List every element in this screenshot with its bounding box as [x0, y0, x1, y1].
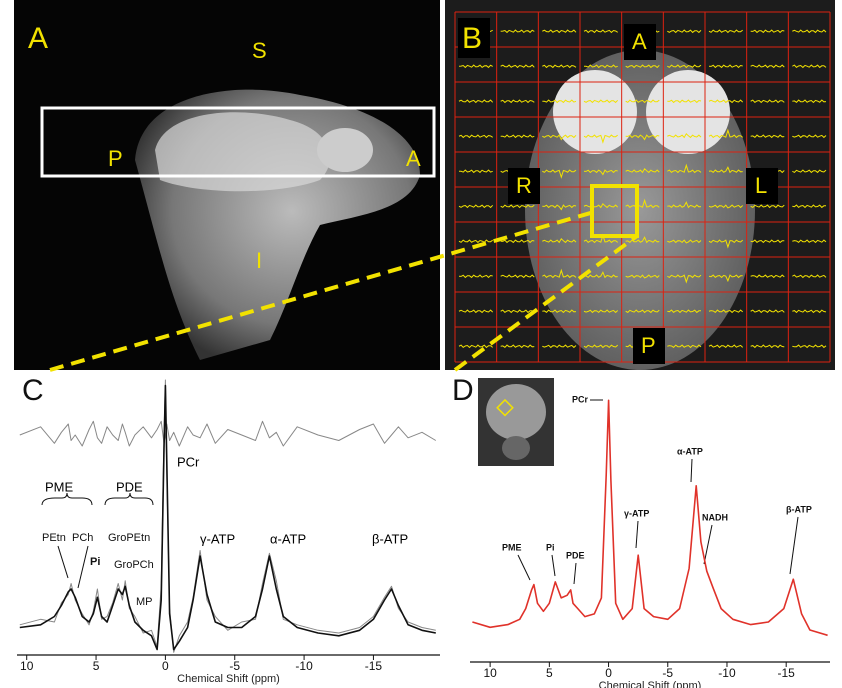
annotation: α-ATP [677, 446, 703, 456]
orientation-label: R [516, 173, 532, 198]
x-tick-label: -10 [295, 659, 313, 673]
arrow [704, 525, 712, 564]
orientation-label: A [632, 29, 647, 54]
x-tick-label: 0 [162, 659, 169, 673]
x-tick-label: -15 [778, 666, 796, 680]
x-tick-label: -5 [662, 666, 673, 680]
annotation: PCr [177, 454, 200, 469]
annotation: γ-ATP [624, 508, 649, 518]
orientation-label: L [755, 173, 767, 198]
annotation: PCh [72, 532, 93, 544]
x-tick-label: -5 [229, 659, 240, 673]
x-tick-label: 10 [20, 659, 34, 673]
figure: A S P A I B A R L P C PME PDE PEtn PCh P… [0, 0, 842, 688]
x-tick-label: 10 [483, 666, 497, 680]
arrow [574, 563, 576, 584]
panel-a: A S P A I [14, 0, 440, 370]
annotation: PCr [572, 394, 589, 404]
pointer [78, 546, 88, 588]
arrow [636, 521, 638, 548]
panel-c-annotations: C PME PDE PEtn PCh Pi GroPEtn GroPCh MP … [22, 374, 408, 608]
annotation: PME [45, 479, 74, 494]
annotation: PDE [566, 550, 585, 560]
panel-label: B [462, 22, 482, 55]
orientation-label: I [256, 248, 262, 273]
spectrum-line [20, 380, 436, 652]
annotation: PEtn [42, 532, 66, 544]
x-tick-label: -15 [365, 659, 383, 673]
x-tick-label: -10 [718, 666, 736, 680]
x-axis-label: Chemical Shift (ppm) [599, 680, 702, 688]
annotation: PME [502, 542, 522, 552]
spectrum-line [20, 386, 436, 650]
orientation-label: A [406, 146, 421, 171]
annotation: MP [136, 596, 153, 608]
arrow [552, 555, 555, 576]
x-axis-label: Chemical Shift (ppm) [177, 673, 280, 685]
panel-d-annotations: D PCr γ-ATP α-ATP NADH β-ATP PME Pi PDE [452, 374, 812, 584]
annotation: NADH [702, 512, 728, 522]
eye [646, 70, 730, 154]
x-tick-label: 0 [605, 666, 612, 680]
annotation: PDE [116, 479, 143, 494]
arrow [691, 459, 692, 482]
annotation: γ-ATP [200, 531, 235, 546]
brace [42, 493, 92, 505]
orientation-label: P [108, 146, 123, 171]
brace [105, 493, 153, 505]
eye [317, 128, 373, 172]
annotation: GroPEtn [108, 532, 150, 544]
annotation: Pi [90, 556, 100, 568]
x-tick-label: 5 [546, 666, 553, 680]
orientation-label: S [252, 38, 267, 63]
panel-label: A [28, 22, 48, 55]
panel-label: C [22, 374, 44, 407]
spectrum-line [20, 421, 436, 446]
annotation: GroPCh [114, 559, 154, 571]
pointer [58, 546, 68, 578]
orientation-label: P [641, 333, 656, 358]
x-tick-label: 5 [93, 659, 100, 673]
annotation: Pi [546, 542, 555, 552]
arrow [790, 517, 798, 574]
inset-brain [486, 384, 546, 440]
inset-brain [502, 436, 530, 460]
arrow [518, 555, 530, 580]
annotation: β-ATP [372, 531, 408, 546]
eye [553, 70, 637, 154]
panel-label: D [452, 374, 474, 407]
annotation: β-ATP [786, 504, 812, 514]
annotation: α-ATP [270, 531, 306, 546]
